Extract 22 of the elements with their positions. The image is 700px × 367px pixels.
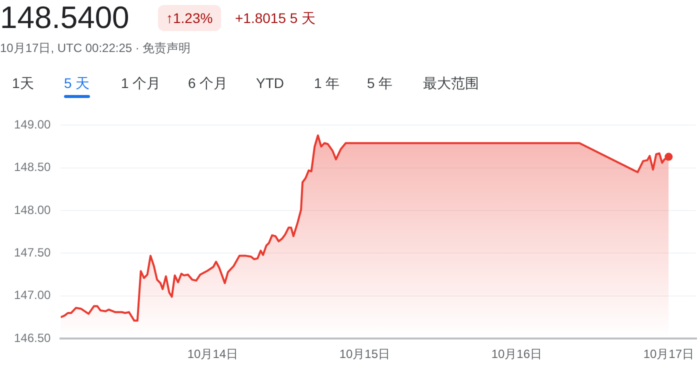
text: ↑1.23% [158,5,221,31]
y-tick-label: 147.50 [14,246,52,260]
text: 5 年 [367,74,393,92]
chart-title: 148.5400 [0,0,130,36]
y-tick-label: 146.50 [14,330,52,345]
text: +1.8015 5 天 [235,9,316,28]
text: 10月17日, UTC 00:22:25 · 免责声明 [0,40,191,56]
x-tick-label: 10月15日 [339,347,390,362]
y-tick-label: 147.00 [14,288,52,302]
text: 1 个月 [121,74,161,92]
text: 6 个月 [188,74,228,92]
text: 最大范围 [423,74,479,92]
x-tick-label: 10月16日 [491,347,542,362]
x-tick-label: 10月17日 [643,347,694,362]
y-tick-label: 149.00 [14,118,52,132]
y-tick-label: 148.50 [14,160,52,174]
text: 1 年 [314,74,340,92]
text: 1天 [12,74,34,92]
y-tick-label: 148.00 [14,202,52,217]
text: 5 天 [64,74,90,92]
text: YTD [256,74,284,92]
x-tick-label: 10月14日 [187,347,238,362]
